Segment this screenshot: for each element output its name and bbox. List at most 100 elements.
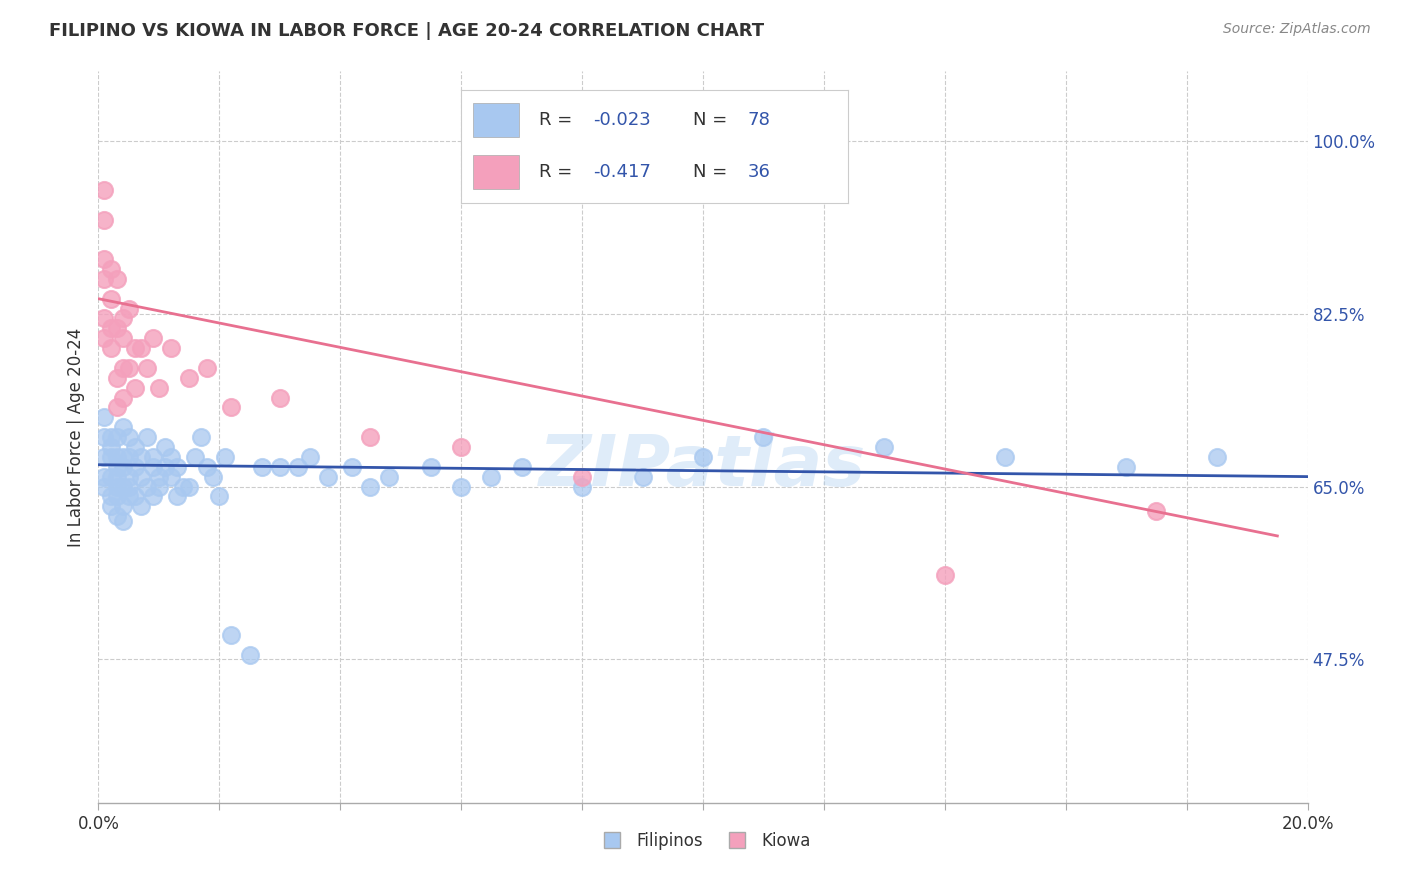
Point (316, 469, 339, 483)
Point (190, 430, 212, 444)
Point (93, 183, 115, 197)
Point (202, 469, 225, 483)
Point (142, 450, 165, 464)
Point (93, 469, 115, 483)
Point (93, 430, 115, 444)
Point (377, 469, 399, 483)
Point (994, 450, 1017, 464)
Legend: Filipinos, Kiowa: Filipinos, Kiowa (588, 825, 818, 856)
Point (105, 430, 128, 444)
Point (142, 489, 165, 503)
Point (873, 440, 896, 454)
Point (124, 459, 146, 474)
Point (1206, 450, 1229, 464)
Point (100, 430, 122, 444)
Text: ZIPatlas: ZIPatlas (540, 432, 866, 500)
Point (631, 469, 654, 483)
Point (287, 459, 309, 474)
Point (239, 648, 262, 662)
Point (100, 500, 122, 514)
Point (118, 479, 141, 493)
Point (93, 450, 115, 464)
Point (142, 331, 165, 345)
Point (93, 311, 115, 326)
Point (129, 341, 152, 355)
Point (752, 430, 775, 444)
Point (342, 459, 364, 474)
Point (118, 469, 141, 483)
Point (148, 381, 170, 395)
Point (269, 391, 291, 405)
Point (124, 489, 146, 503)
Point (142, 459, 165, 474)
Point (195, 459, 218, 474)
Point (450, 440, 472, 454)
Point (111, 331, 134, 345)
Point (153, 440, 176, 454)
Point (118, 430, 141, 444)
Point (93, 252, 115, 267)
Point (105, 489, 128, 503)
Point (420, 459, 443, 474)
Point (100, 489, 122, 503)
Point (111, 420, 134, 434)
Point (571, 469, 593, 483)
Point (124, 381, 146, 395)
Text: Source: ZipAtlas.com: Source: ZipAtlas.com (1223, 22, 1371, 37)
Point (100, 292, 122, 306)
Point (111, 391, 134, 405)
Point (172, 479, 194, 493)
Point (135, 430, 157, 444)
Point (129, 500, 152, 514)
Point (124, 341, 146, 355)
Text: FILIPINO VS KIOWA IN LABOR FORCE | AGE 20-24 CORRELATION CHART: FILIPINO VS KIOWA IN LABOR FORCE | AGE 2… (49, 22, 765, 40)
Point (105, 469, 128, 483)
Point (135, 360, 157, 375)
Point (934, 568, 956, 582)
Point (481, 469, 503, 483)
Point (360, 479, 382, 493)
Point (111, 459, 134, 474)
Point (118, 301, 141, 316)
Point (692, 450, 714, 464)
Point (93, 479, 115, 493)
Point (450, 479, 472, 493)
Point (160, 469, 183, 483)
Point (100, 321, 122, 335)
Point (250, 459, 273, 474)
Point (214, 450, 236, 464)
Point (153, 459, 176, 474)
Point (111, 311, 134, 326)
Point (93, 212, 115, 227)
Point (105, 509, 128, 524)
Point (179, 371, 201, 385)
Point (111, 479, 134, 493)
Point (208, 489, 231, 503)
Y-axis label: In Labor Force | Age 20-24: In Labor Force | Age 20-24 (66, 327, 84, 547)
Point (105, 321, 128, 335)
Point (111, 514, 134, 528)
Point (105, 450, 128, 464)
Point (105, 371, 128, 385)
Point (571, 479, 593, 493)
Point (148, 469, 170, 483)
Point (160, 341, 183, 355)
Point (100, 469, 122, 483)
Point (129, 450, 152, 464)
Point (111, 450, 134, 464)
Point (118, 360, 141, 375)
Point (129, 469, 152, 483)
Point (100, 341, 122, 355)
Point (510, 459, 533, 474)
Point (100, 440, 122, 454)
Point (118, 450, 141, 464)
Point (195, 360, 218, 375)
Point (1115, 459, 1137, 474)
Point (184, 450, 207, 464)
Point (124, 440, 146, 454)
Point (179, 479, 201, 493)
Point (160, 450, 183, 464)
Point (166, 459, 188, 474)
Point (93, 272, 115, 286)
Point (111, 360, 134, 375)
